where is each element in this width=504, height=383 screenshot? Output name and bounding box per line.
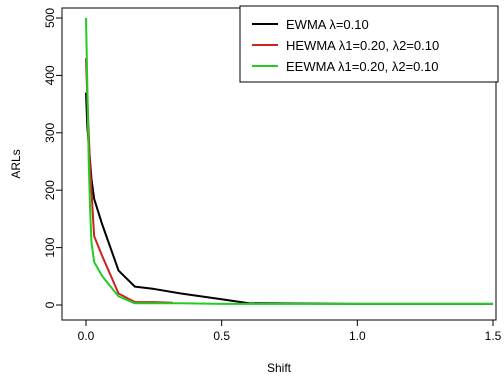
x-tick-label: 0.5 <box>213 329 230 343</box>
y-tick-label: 300 <box>43 122 57 142</box>
series-line-1 <box>85 92 493 305</box>
legend-entry: EEWMA λ1=0.20, λ2=0.10 <box>286 59 438 74</box>
x-tick-label: 0.0 <box>78 329 95 343</box>
y-tick-label: 0 <box>43 301 57 308</box>
x-axis-label: Shift <box>267 361 292 375</box>
y-tick-label: 100 <box>43 237 57 257</box>
y-tick-label: 500 <box>43 8 57 28</box>
legend-box <box>239 5 499 83</box>
x-tick-label: 1.5 <box>485 329 502 343</box>
series-line-2 <box>85 58 173 304</box>
legend-entry: HEWMA λ1=0.20, λ2=0.10 <box>286 38 439 53</box>
y-tick-label: 400 <box>43 65 57 85</box>
y-axis-label: ARLs <box>9 149 23 178</box>
legend: EWMA λ=0.10 HEWMA λ1=0.20, λ2=0.10 EEWMA λ… <box>239 5 499 83</box>
series-layer <box>85 17 493 305</box>
axes: 0.0 0.5 1.0 1.5 0 100 200 300 400 500 <box>43 7 502 343</box>
legend-entry: EWMA λ=0.10 <box>286 17 369 32</box>
x-tick-label: 1.0 <box>349 329 366 343</box>
y-tick-label: 200 <box>43 180 57 200</box>
series-line-3 <box>85 17 493 305</box>
